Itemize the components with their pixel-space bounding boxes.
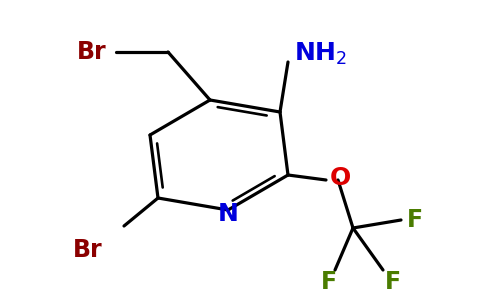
Text: F: F: [321, 270, 337, 294]
Text: Br: Br: [77, 40, 107, 64]
Text: N: N: [218, 202, 239, 226]
Text: NH$_2$: NH$_2$: [294, 41, 347, 67]
Text: O: O: [330, 166, 350, 190]
Text: F: F: [407, 208, 423, 232]
Text: F: F: [385, 270, 401, 294]
Text: Br: Br: [73, 238, 103, 262]
